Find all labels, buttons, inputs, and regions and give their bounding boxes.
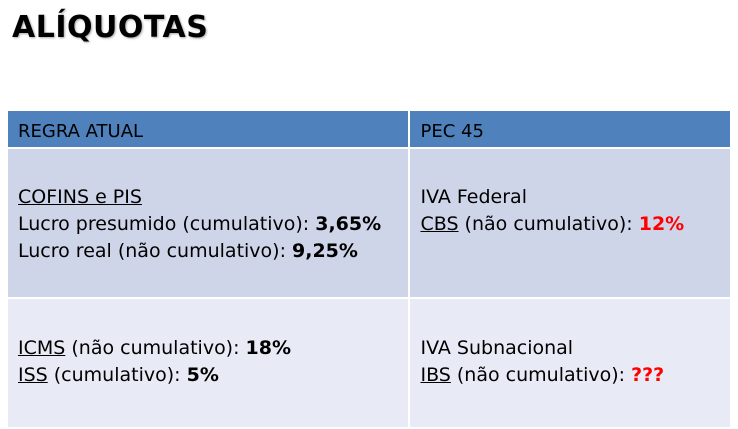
lucro-presumido-line: Lucro presumido (cumulativo): 3,65%	[18, 213, 382, 235]
icms-label: ICMS	[18, 337, 66, 359]
table-row: ICMS (não cumulativo): 18% ISS (cumulati…	[5, 297, 732, 429]
ibs-line: IBS (não cumulativo): ???	[420, 364, 665, 386]
header-regra-atual: REGRA ATUAL	[5, 109, 411, 149]
iva-federal-heading: IVA Federal	[420, 186, 527, 208]
icms-value: 18%	[245, 337, 292, 359]
iss-line: ISS (cumulativo): 5%	[18, 364, 219, 386]
iss-label: ISS	[18, 364, 48, 386]
cofins-pis-heading: COFINS e PIS	[18, 186, 142, 208]
iss-value: 5%	[186, 364, 219, 386]
table-row: COFINS e PIS Lucro presumido (cumulativo…	[5, 147, 732, 299]
table-header-row: REGRA ATUAL PEC 45	[5, 109, 732, 149]
iva-subnacional-heading: IVA Subnacional	[420, 337, 574, 359]
cbs-label: CBS	[420, 213, 459, 235]
lucro-presumido-value: 3,65%	[315, 213, 382, 235]
cell-iva-federal: IVA Federal CBS (não cumulativo): 12%	[408, 147, 732, 299]
header-pec-45: PEC 45	[408, 109, 732, 149]
cbs-line: CBS (não cumulativo): 12%	[420, 213, 685, 235]
lucro-real-line: Lucro real (não cumulativo): 9,25%	[18, 240, 358, 262]
ibs-value: ???	[631, 364, 665, 386]
rates-table: REGRA ATUAL PEC 45 COFINS e PIS Lucro pr…	[5, 109, 732, 429]
ibs-label: IBS	[420, 364, 451, 386]
page-title: ALÍQUOTAS	[12, 10, 209, 45]
cell-cofins-pis: COFINS e PIS Lucro presumido (cumulativo…	[5, 147, 411, 299]
lucro-real-value: 9,25%	[292, 240, 358, 262]
cell-icms-iss: ICMS (não cumulativo): 18% ISS (cumulati…	[5, 297, 411, 429]
cell-iva-subnacional: IVA Subnacional IBS (não cumulativo): ??…	[408, 297, 732, 429]
cbs-value: 12%	[638, 213, 685, 235]
icms-line: ICMS (não cumulativo): 18%	[18, 337, 292, 359]
